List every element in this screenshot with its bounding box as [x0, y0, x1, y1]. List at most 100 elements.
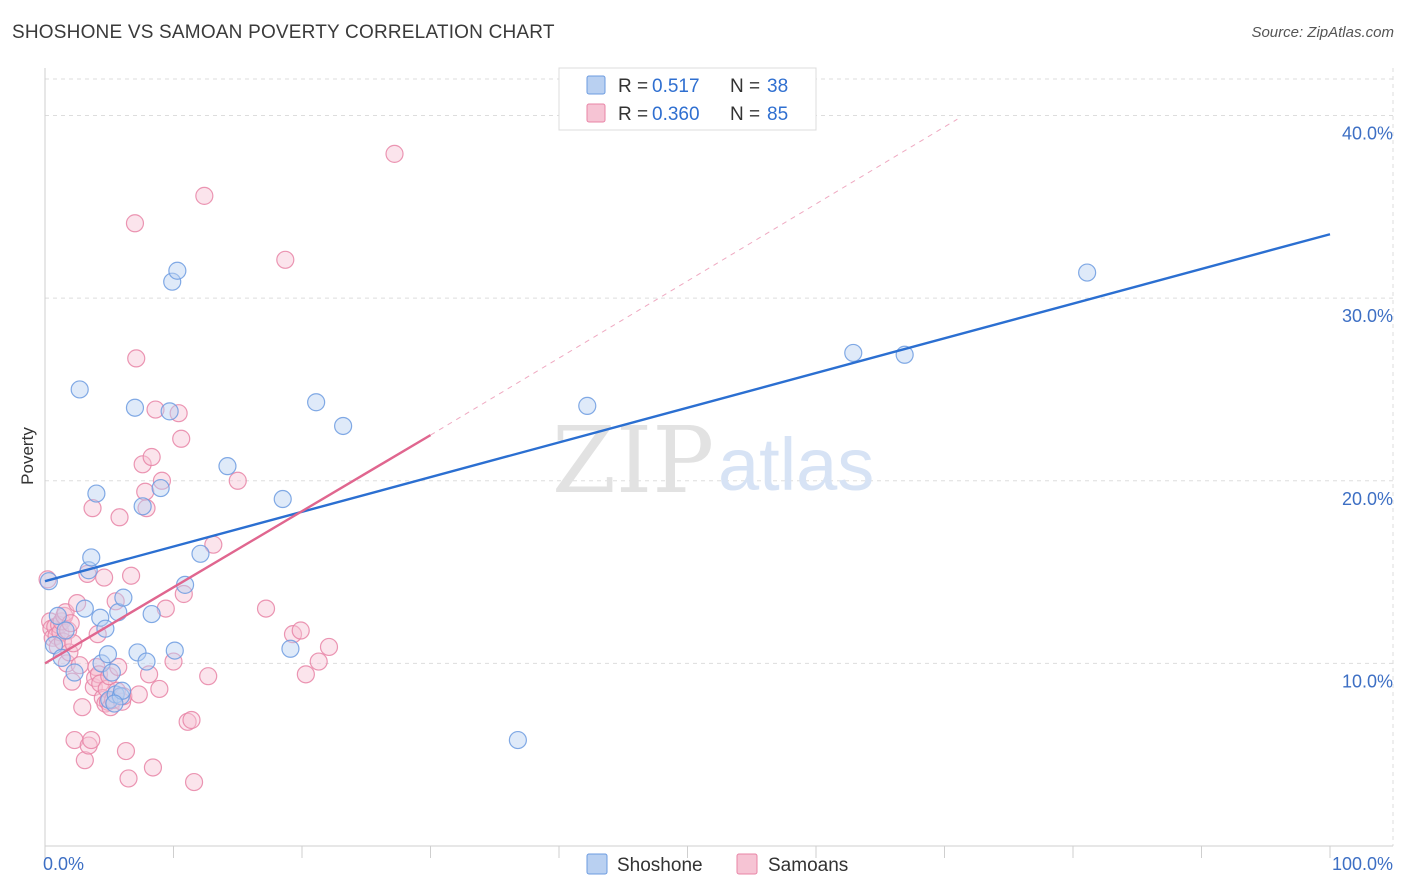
- trend-layer: [44, 118, 1331, 665]
- bottom-legend-swatch-shoshone: [586, 853, 608, 875]
- axes-layer: 10.0% 20.0% 30.0% 40.0% 0.0% 100.0%: [43, 68, 1393, 874]
- top-legend: R = 0.517 N = 38 R = 0.360 N = 85: [558, 67, 817, 131]
- data-point-samoan: [195, 186, 214, 205]
- data-point-samoan: [296, 665, 315, 684]
- data-point-shoshone: [1078, 263, 1097, 282]
- y-tick-label: 30.0%: [1342, 306, 1393, 326]
- data-point-samoan: [116, 741, 136, 761]
- data-point-shoshone: [114, 588, 133, 607]
- data-point-samoan: [82, 730, 101, 750]
- trend-line-shoshone: [44, 233, 1331, 583]
- data-point-samoan: [95, 568, 114, 587]
- legend-r-label-shoshone: R =: [618, 76, 648, 97]
- data-point-shoshone: [105, 694, 124, 713]
- data-point-samoan: [169, 404, 188, 423]
- legend-r-label-samoans: R =: [618, 104, 648, 125]
- data-point-shoshone: [273, 489, 292, 509]
- data-point-samoan: [256, 599, 276, 618]
- points-layer: [38, 144, 1097, 792]
- data-point-shoshone: [91, 608, 110, 627]
- data-point-shoshone: [56, 621, 75, 640]
- data-point-samoan: [291, 621, 310, 640]
- data-point-samoan: [184, 772, 204, 792]
- legend-swatch-shoshone: [586, 75, 606, 95]
- y-tick-label: 40.0%: [1342, 124, 1393, 144]
- data-point-samoan: [199, 667, 218, 686]
- watermark: ZIP atlas: [552, 407, 874, 514]
- data-point-shoshone: [168, 261, 187, 280]
- data-point-shoshone: [142, 604, 161, 624]
- watermark-atlas: atlas: [718, 423, 874, 506]
- data-point-shoshone: [102, 663, 121, 682]
- data-point-shoshone: [508, 730, 527, 750]
- data-point-samoan: [121, 566, 141, 585]
- x-tick-label: 100.0%: [1332, 854, 1393, 874]
- data-point-samoan: [73, 698, 92, 717]
- data-point-shoshone: [137, 652, 156, 671]
- bottom-legend-label-samoans: Samoans: [768, 855, 848, 876]
- data-point-samoan: [146, 400, 165, 419]
- data-point-samoan: [127, 349, 146, 368]
- data-point-shoshone: [165, 641, 184, 660]
- chart-title: SHOSHONE VS SAMOAN POVERTY CORRELATION C…: [12, 22, 555, 43]
- legend-r-value-shoshone: 0.517: [652, 76, 700, 97]
- data-point-shoshone: [307, 393, 326, 412]
- bottom-legend-label-shoshone: Shoshone: [617, 855, 703, 876]
- legend-r-value-samoans: 0.360: [652, 104, 700, 125]
- data-point-samoan: [110, 508, 129, 527]
- legend-n-value-shoshone: 38: [767, 76, 788, 97]
- data-point-samoan: [142, 447, 161, 467]
- data-point-samoan: [172, 429, 191, 448]
- legend-n-value-samoans: 85: [767, 104, 788, 125]
- data-point-shoshone: [92, 654, 111, 673]
- y-tick-label: 10.0%: [1342, 671, 1393, 691]
- data-point-samoan: [152, 471, 172, 490]
- trend-extension-samoan: [430, 118, 958, 436]
- data-point-shoshone: [48, 606, 67, 626]
- data-point-samoan: [75, 751, 94, 770]
- y-tick-label: 20.0%: [1342, 489, 1393, 509]
- y-axis-title: Poverty: [18, 427, 37, 485]
- data-point-samoan: [129, 685, 148, 704]
- data-point-shoshone: [218, 457, 237, 476]
- legend-swatch-samoans: [586, 103, 606, 123]
- data-point-shoshone: [151, 478, 170, 498]
- data-point-samoan: [83, 499, 102, 518]
- data-point-shoshone: [87, 484, 106, 503]
- trend-line-samoan: [44, 434, 432, 665]
- data-point-samoan: [182, 710, 201, 730]
- data-point-shoshone: [125, 398, 145, 417]
- watermark-zip: ZIP: [552, 407, 714, 514]
- x-tick-label: 0.0%: [43, 854, 84, 874]
- data-point-samoan: [125, 214, 145, 233]
- data-point-shoshone: [75, 599, 94, 618]
- data-point-samoan: [119, 769, 138, 788]
- data-point-shoshone: [191, 544, 210, 563]
- source-label: Source: ZipAtlas.com: [1251, 24, 1394, 41]
- data-point-samoan: [174, 584, 193, 604]
- data-point-shoshone: [70, 380, 89, 399]
- data-point-shoshone: [844, 343, 863, 363]
- data-point-samoan: [385, 144, 404, 163]
- data-point-shoshone: [160, 402, 179, 421]
- grid-layer: [45, 68, 1394, 846]
- data-point-shoshone: [281, 639, 300, 658]
- data-point-samoan: [143, 758, 163, 777]
- bottom-legend: Shoshone Samoans: [586, 853, 848, 876]
- data-point-samoan: [156, 599, 175, 618]
- data-point-samoan: [150, 679, 169, 699]
- data-point-shoshone: [334, 416, 353, 436]
- data-point-shoshone: [65, 663, 84, 682]
- data-point-shoshone: [578, 396, 597, 415]
- data-point-samoan: [319, 637, 339, 657]
- data-point-samoan: [228, 471, 247, 490]
- legend-n-label-shoshone: N =: [730, 76, 760, 97]
- data-point-samoan: [309, 652, 328, 671]
- data-point-shoshone: [82, 548, 101, 567]
- data-point-shoshone: [98, 645, 118, 664]
- data-point-samoan: [276, 250, 295, 269]
- bottom-legend-swatch-samoans: [736, 853, 758, 875]
- data-point-shoshone: [133, 497, 152, 516]
- data-point-shoshone: [163, 272, 182, 291]
